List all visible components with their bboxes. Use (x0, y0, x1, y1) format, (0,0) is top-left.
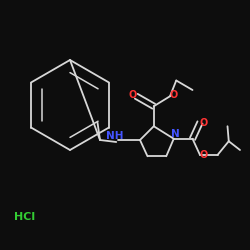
Text: O: O (199, 118, 207, 128)
Text: NH: NH (106, 131, 123, 141)
Text: O: O (199, 150, 207, 160)
Text: HCl: HCl (14, 212, 36, 222)
Text: O: O (169, 90, 177, 100)
Text: O: O (129, 90, 137, 100)
Text: N: N (172, 129, 180, 139)
